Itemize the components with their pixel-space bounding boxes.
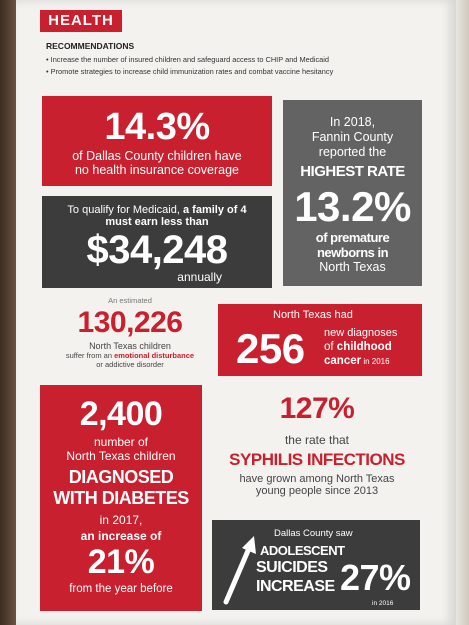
stat-cancer: North Texas had 256 new diagnoses of chi…: [218, 304, 422, 376]
recommendation-item: • Promote strategies to increase child i…: [46, 67, 334, 76]
stat-premature-highlight: HIGHEST RATE: [300, 163, 405, 180]
stat-diabetes-value: 2,400: [79, 395, 163, 433]
stat-emotional-line3a: suffer from an: [65, 351, 115, 360]
stat-emotional: An estimated 130,226 North Texas childre…: [48, 296, 212, 376]
stat-cancer-line1: North Texas had: [273, 309, 353, 321]
stat-premature: In 2018, Fannin County reported the HIGH…: [283, 100, 422, 286]
stat-syphilis-line2: SYPHILIS INFECTIONS: [229, 450, 405, 469]
recommendation-item: • Increase the number of insured childre…: [46, 55, 330, 64]
stat-insurance-line2: no health insurance coverage: [74, 163, 239, 177]
stat-emotional-line1: An estimated: [108, 296, 152, 305]
stat-emotional-line3b: emotional disturbance: [114, 351, 195, 360]
stat-insurance-line1: of Dallas County children have: [72, 149, 242, 163]
stat-syphilis-line1: the rate that: [284, 433, 350, 447]
up-arrow-icon: [223, 536, 256, 605]
stat-premature-line3: reported the: [318, 145, 387, 159]
stat-suicide: Dallas County saw ADOLESCENT SUICIDES IN…: [212, 520, 420, 610]
stat-premature-line7: North Texas: [319, 260, 386, 274]
stat-diabetes-line5: in 2017,: [99, 513, 143, 527]
stat-diabetes-line1: number of: [93, 435, 149, 449]
stat-diabetes-line4: WITH DIABETES: [53, 488, 189, 508]
stat-syphilis-line3: have grown among North Texas: [239, 473, 395, 485]
stat-syphilis-value: 127%: [279, 392, 355, 425]
stat-premature-line5: of premature: [315, 230, 390, 245]
stat-insurance: 14.3% of Dallas County children have no …: [42, 96, 272, 186]
stat-cancer-line3b: childhood: [336, 341, 392, 353]
stat-medicaid-line1a: To qualify for Medicaid,: [67, 204, 183, 216]
stat-cancer-line4: cancer in 2016: [324, 355, 390, 367]
stat-emotional-line4: or addictive disorder: [96, 360, 164, 369]
stat-cancer-line2: new diagnoses: [324, 327, 398, 339]
stat-suicide-line2: ADOLESCENT: [260, 543, 345, 558]
stat-cancer-line4b: in 2016: [361, 357, 390, 366]
page-edge: [456, 0, 469, 625]
stat-emotional-value: 130,226: [77, 306, 183, 339]
stat-medicaid-line3: annually: [177, 270, 222, 284]
stat-syphilis: 127% the rate that SYPHILIS INFECTIONS h…: [210, 392, 424, 510]
stat-cancer-line4a: cancer: [324, 355, 362, 367]
stat-cancer-line3: of childhood: [324, 341, 392, 353]
stat-emotional-line3: suffer from an emotional disturbance: [48, 351, 212, 360]
stat-suicide-line5: in 2016: [372, 600, 394, 607]
stat-suicide-line1: Dallas County saw: [274, 528, 353, 539]
stat-diabetes-line2: North Texas children: [66, 449, 176, 463]
stat-premature-line6: newborns in: [316, 245, 389, 260]
stat-suicide-line4: INCREASE: [256, 578, 335, 595]
stat-medicaid-line2: must earn less than: [105, 216, 209, 228]
stat-premature-value: 13.2%: [294, 183, 411, 230]
book-spine: [0, 0, 16, 625]
section-tag: HEALTH: [40, 10, 122, 32]
stat-diabetes-value2: 21%: [87, 543, 155, 581]
stat-diabetes: 2,400 number of North Texas children DIA…: [40, 385, 202, 611]
stat-medicaid-line1b: a family of 4: [182, 204, 247, 216]
recommendations-title: RECOMMENDATIONS: [46, 41, 135, 51]
stat-cancer-line3a: of: [324, 341, 337, 353]
stat-insurance-value: 14.3%: [104, 106, 210, 148]
stat-premature-line1: In 2018,: [329, 115, 376, 129]
stat-cancer-value: 256: [236, 325, 305, 372]
stat-syphilis-line4: young people since 2013: [255, 485, 379, 497]
stat-diabetes-line6: an increase of: [80, 529, 162, 543]
stat-medicaid-line1: To qualify for Medicaid, a family of 4: [42, 204, 272, 216]
stat-diabetes-line3: DIAGNOSED: [68, 467, 174, 487]
stat-suicide-value: 27%: [340, 557, 411, 598]
stat-medicaid: To qualify for Medicaid, a family of 4 m…: [42, 196, 272, 288]
stat-suicide-line3: SUICIDES: [256, 559, 328, 576]
stat-premature-line2: Fannin County: [311, 130, 394, 144]
stat-diabetes-line7: from the year before: [69, 583, 173, 595]
stat-emotional-line2: North Texas children: [89, 341, 171, 351]
stat-medicaid-value: $34,248: [86, 228, 228, 272]
